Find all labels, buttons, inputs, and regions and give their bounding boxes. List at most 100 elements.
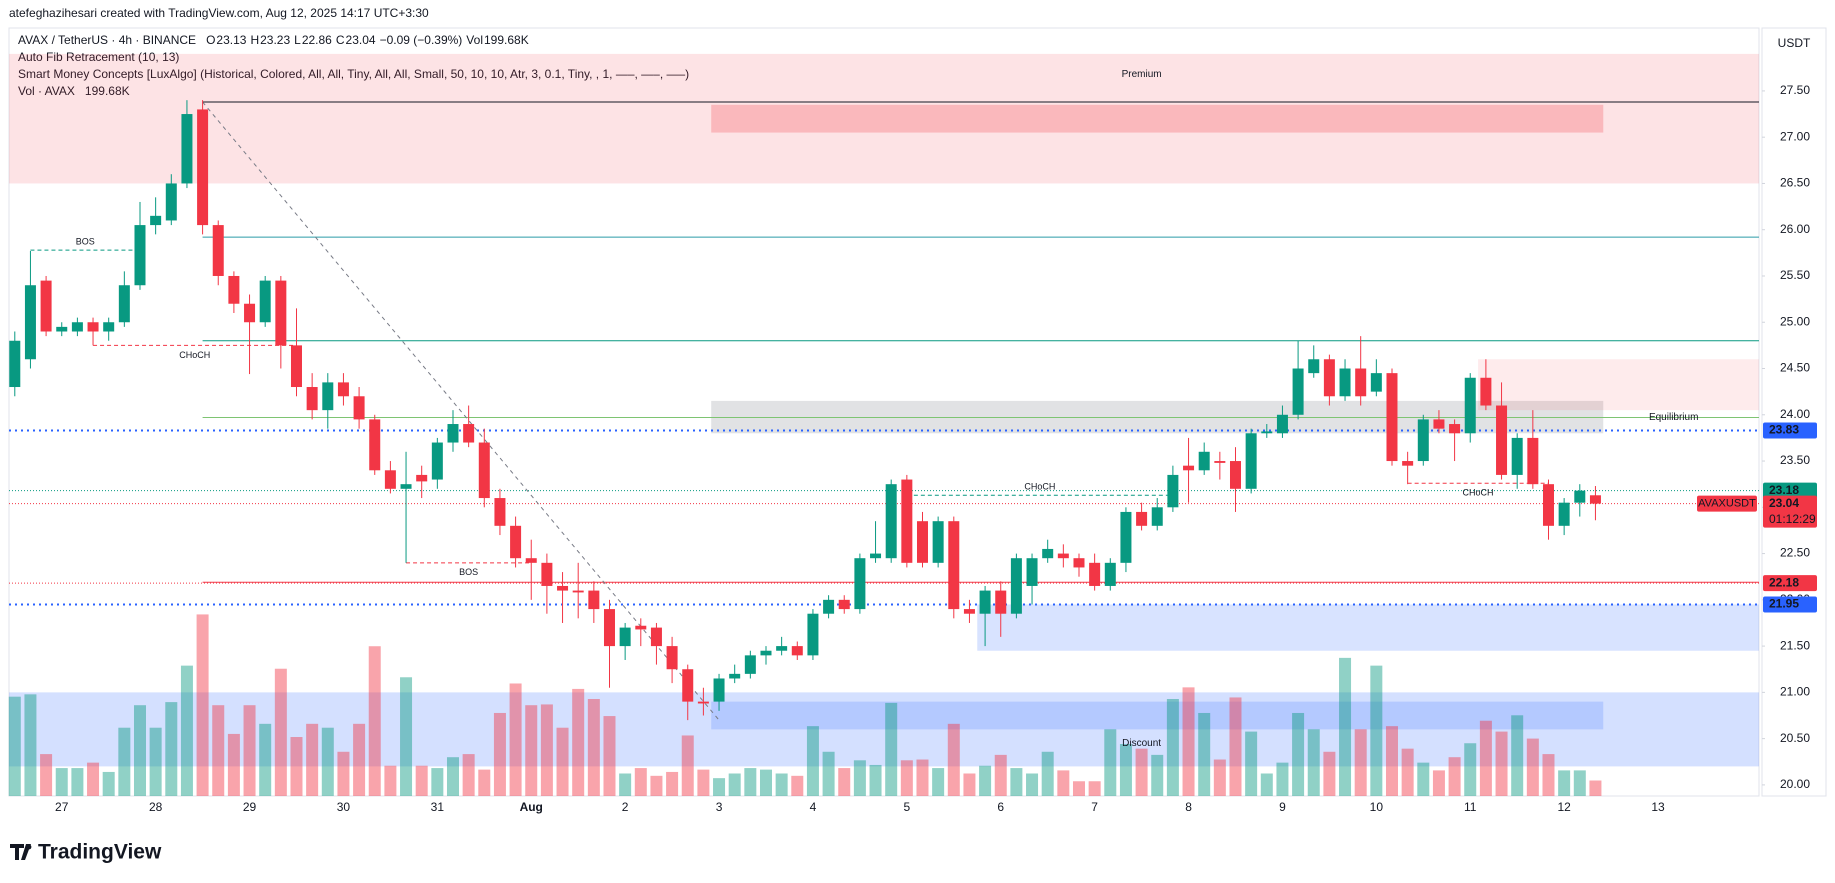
- candle-body: [916, 521, 928, 563]
- candle-body: [713, 678, 725, 702]
- candle-body: [682, 669, 694, 702]
- structure-label: BOS: [76, 236, 95, 246]
- candle-body: [259, 280, 271, 323]
- candle-body: [1089, 562, 1101, 586]
- indicator: Auto Fib Retracement (10, 13): [18, 50, 179, 64]
- volume-bar: [1401, 748, 1414, 796]
- candle-body: [995, 590, 1007, 614]
- candle-body: [1104, 562, 1116, 586]
- price-tag-label: 22.18: [1769, 575, 1799, 589]
- candle-body: [212, 225, 224, 276]
- candle-body: [1589, 495, 1601, 504]
- candle-body: [541, 562, 553, 586]
- candle-body: [807, 613, 819, 656]
- volume-bar: [1432, 770, 1445, 796]
- volume-bar: [259, 723, 272, 796]
- candle-body: [823, 599, 835, 614]
- volume-bar: [979, 765, 992, 796]
- candle-body: [87, 322, 99, 332]
- volume-bar: [212, 705, 225, 796]
- y-tick-label: 25.50: [1780, 268, 1810, 282]
- y-tick-label: 27.50: [1780, 83, 1810, 97]
- candle-body: [24, 285, 36, 360]
- zone-label: Equilibrium: [1649, 412, 1698, 423]
- volume-bar: [885, 702, 898, 796]
- vol-value: 199.68K: [484, 33, 529, 47]
- volume-bar: [540, 704, 553, 796]
- ohlc-label: O: [206, 33, 215, 47]
- candle-body: [400, 484, 412, 489]
- candle-body: [1245, 433, 1257, 489]
- price-axis-frame: [1761, 27, 1827, 797]
- candle-body: [416, 474, 428, 482]
- candle-body: [1480, 377, 1492, 406]
- price-tag: [1763, 482, 1817, 499]
- x-tick-label: 29: [243, 800, 257, 814]
- candle-body: [40, 280, 52, 332]
- candle-body: [290, 345, 302, 388]
- candle-body: [854, 558, 866, 610]
- candle-body: [1323, 359, 1335, 397]
- candle-body: [1261, 431, 1273, 434]
- candle-body: [650, 627, 662, 647]
- structure-label: CHoCH: [179, 350, 210, 360]
- volume-bar: [947, 723, 960, 796]
- volume-bar: [180, 665, 193, 796]
- candle-body: [885, 484, 897, 559]
- volume-bar: [1354, 729, 1367, 796]
- candle-body: [1229, 461, 1241, 489]
- volume-bar: [1119, 744, 1132, 796]
- candle-body: [306, 387, 318, 411]
- price-tag: [1763, 495, 1817, 528]
- candle-body: [1292, 368, 1304, 415]
- x-tick-label: 3: [716, 800, 723, 814]
- indicator: Smart Money Concepts [LuxAlgo] (Historic…: [18, 67, 689, 81]
- change: −0.09 (−0.39%): [380, 33, 463, 47]
- candle-body: [463, 424, 475, 443]
- structure-label: CHoCH: [1463, 488, 1494, 498]
- x-tick-label: 12: [1557, 800, 1571, 814]
- legend: AVAX / TetherUS · 4h · BINANCE O 23.13 H 23.…: [18, 33, 689, 98]
- volume-bar: [8, 696, 21, 796]
- candle-body: [431, 442, 443, 480]
- zone-label: Premium: [1122, 69, 1162, 80]
- volume-bar: [368, 646, 381, 796]
- candle-body: [1339, 368, 1351, 397]
- candle-body: [103, 322, 115, 332]
- candle-body: [1198, 451, 1210, 471]
- volume-bar: [102, 771, 115, 796]
- volume-bar: [1448, 757, 1461, 796]
- volume-bar: [431, 768, 444, 796]
- price-tag: [1763, 596, 1817, 613]
- candle-body: [447, 424, 459, 443]
- volume-bar: [1010, 768, 1023, 796]
- candle-body: [9, 340, 21, 388]
- candle-body: [666, 646, 678, 670]
- zone: [9, 692, 1759, 767]
- symbol-tag: [1697, 495, 1757, 512]
- candle-body: [1386, 373, 1398, 462]
- zone: [1478, 359, 1759, 411]
- x-tick-label: 9: [1279, 800, 1286, 814]
- volume-bar: [24, 694, 37, 796]
- symbol-tag-label: AVAXUSDT: [1698, 498, 1756, 510]
- volume-bar: [744, 768, 757, 796]
- price-tag-label: 21.95: [1769, 597, 1799, 611]
- volume-bar: [775, 773, 788, 796]
- volume-bar: [1245, 731, 1258, 796]
- x-tick-label: 7: [1091, 800, 1098, 814]
- candle-body: [228, 275, 240, 304]
- price-tag-label: 23.83: [1769, 423, 1799, 437]
- candle-body: [557, 585, 569, 591]
- candle-body: [1136, 511, 1148, 526]
- volume-bar: [900, 760, 913, 796]
- vol-indicator-value: 199.68K: [85, 84, 130, 98]
- x-tick-label: 11: [1464, 800, 1477, 814]
- candle-body: [1057, 553, 1069, 559]
- candle-body: [697, 701, 709, 704]
- volume-bar: [1026, 773, 1039, 796]
- structure-label: CHoCH: [1024, 482, 1055, 492]
- plot-frame: [8, 27, 1760, 797]
- volume-bar: [822, 751, 835, 796]
- candle-body: [1214, 461, 1226, 463]
